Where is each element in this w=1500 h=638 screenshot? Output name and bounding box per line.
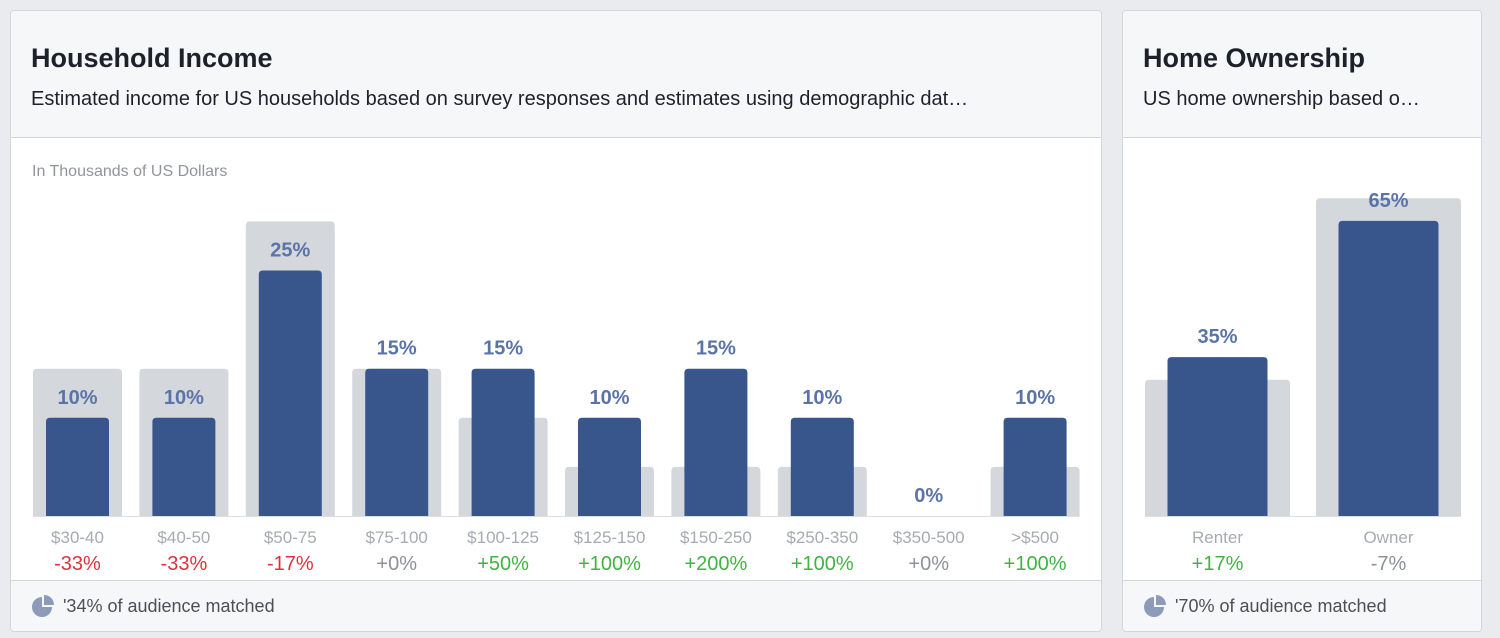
value-label: 10% xyxy=(589,387,629,409)
value-label: 25% xyxy=(270,240,310,262)
change-label: -33% xyxy=(54,553,101,575)
home-ownership-subtitle: US home ownership based o… xyxy=(1143,88,1420,110)
category-label: >$500 xyxy=(1011,528,1059,547)
value-label: 15% xyxy=(377,338,417,360)
change-label: -33% xyxy=(161,553,208,575)
value-label: 35% xyxy=(1197,326,1237,348)
home-ownership-chart: 35% Renter +17% 65% Owner -7% xyxy=(1145,190,1461,575)
household-income-title: Household Income xyxy=(31,43,273,73)
pie-chart-icon xyxy=(1144,595,1166,617)
audience-bar[interactable] xyxy=(471,368,535,516)
change-label: -17% xyxy=(267,553,314,575)
value-label: 15% xyxy=(483,338,523,360)
audience-bar[interactable] xyxy=(152,417,216,516)
change-label: +100% xyxy=(1004,553,1067,575)
unit-label: In Thousands of US Dollars xyxy=(32,163,228,180)
household-income-card: Household Income Estimated income for US… xyxy=(10,10,1102,632)
audience-bar[interactable] xyxy=(258,270,322,517)
audience-bar[interactable] xyxy=(1338,220,1439,516)
value-label: 10% xyxy=(164,387,204,409)
audience-bar[interactable] xyxy=(46,417,109,516)
category-label: $30-40 xyxy=(51,528,104,547)
category-label: $150-250 xyxy=(680,528,752,547)
change-label: -7% xyxy=(1371,553,1407,575)
change-label: +200% xyxy=(684,553,747,575)
category-label: $350-500 xyxy=(893,528,965,547)
category-label: $125-150 xyxy=(574,528,646,547)
category-label: $50-75 xyxy=(264,528,317,547)
audience-bar[interactable] xyxy=(684,368,748,516)
change-label: +100% xyxy=(578,553,641,575)
audience-bar[interactable] xyxy=(790,417,854,516)
pie-chart-icon xyxy=(32,595,54,617)
household-income-subtitle: Estimated income for US households based… xyxy=(31,88,969,110)
value-label: 15% xyxy=(696,338,736,360)
home-ownership-header: Home Ownership US home ownership based o… xyxy=(1123,11,1481,138)
audience-bar[interactable] xyxy=(1167,357,1268,516)
category-label: $75-100 xyxy=(366,528,428,547)
change-label: +50% xyxy=(477,553,529,575)
home-ownership-card: Home Ownership US home ownership based o… xyxy=(1122,10,1482,632)
audience-bar[interactable] xyxy=(1003,417,1067,516)
change-label: +0% xyxy=(376,553,417,575)
category-label: Owner xyxy=(1363,528,1413,547)
category-label: Renter xyxy=(1192,528,1243,547)
audience-matched-text: '70% of audience matched xyxy=(1175,596,1387,616)
value-label: 10% xyxy=(57,387,97,409)
category-label: $40-50 xyxy=(157,528,210,547)
change-label: +17% xyxy=(1192,553,1244,575)
value-label: 10% xyxy=(802,387,842,409)
audience-bar[interactable] xyxy=(578,417,641,516)
household-income-footer: '34% of audience matched xyxy=(11,580,1101,631)
home-ownership-footer: '70% of audience matched xyxy=(1123,580,1481,631)
value-label: 10% xyxy=(1015,387,1055,409)
home-ownership-title: Home Ownership xyxy=(1143,43,1366,73)
household-income-header: Household Income Estimated income for US… xyxy=(11,11,1101,138)
audience-bar[interactable] xyxy=(365,368,429,516)
household-income-chart: 10% $30-40 -33% 10% $40-50 -33% 25% $50-75 -17% 1… xyxy=(33,221,1080,575)
audience-matched-text: '34% of audience matched xyxy=(63,596,275,616)
change-label: +0% xyxy=(908,553,949,575)
value-label: 65% xyxy=(1368,190,1408,212)
change-label: +100% xyxy=(791,553,854,575)
value-label: 0% xyxy=(914,485,943,507)
category-label: $100-125 xyxy=(467,528,539,547)
category-label: $250-350 xyxy=(786,528,858,547)
